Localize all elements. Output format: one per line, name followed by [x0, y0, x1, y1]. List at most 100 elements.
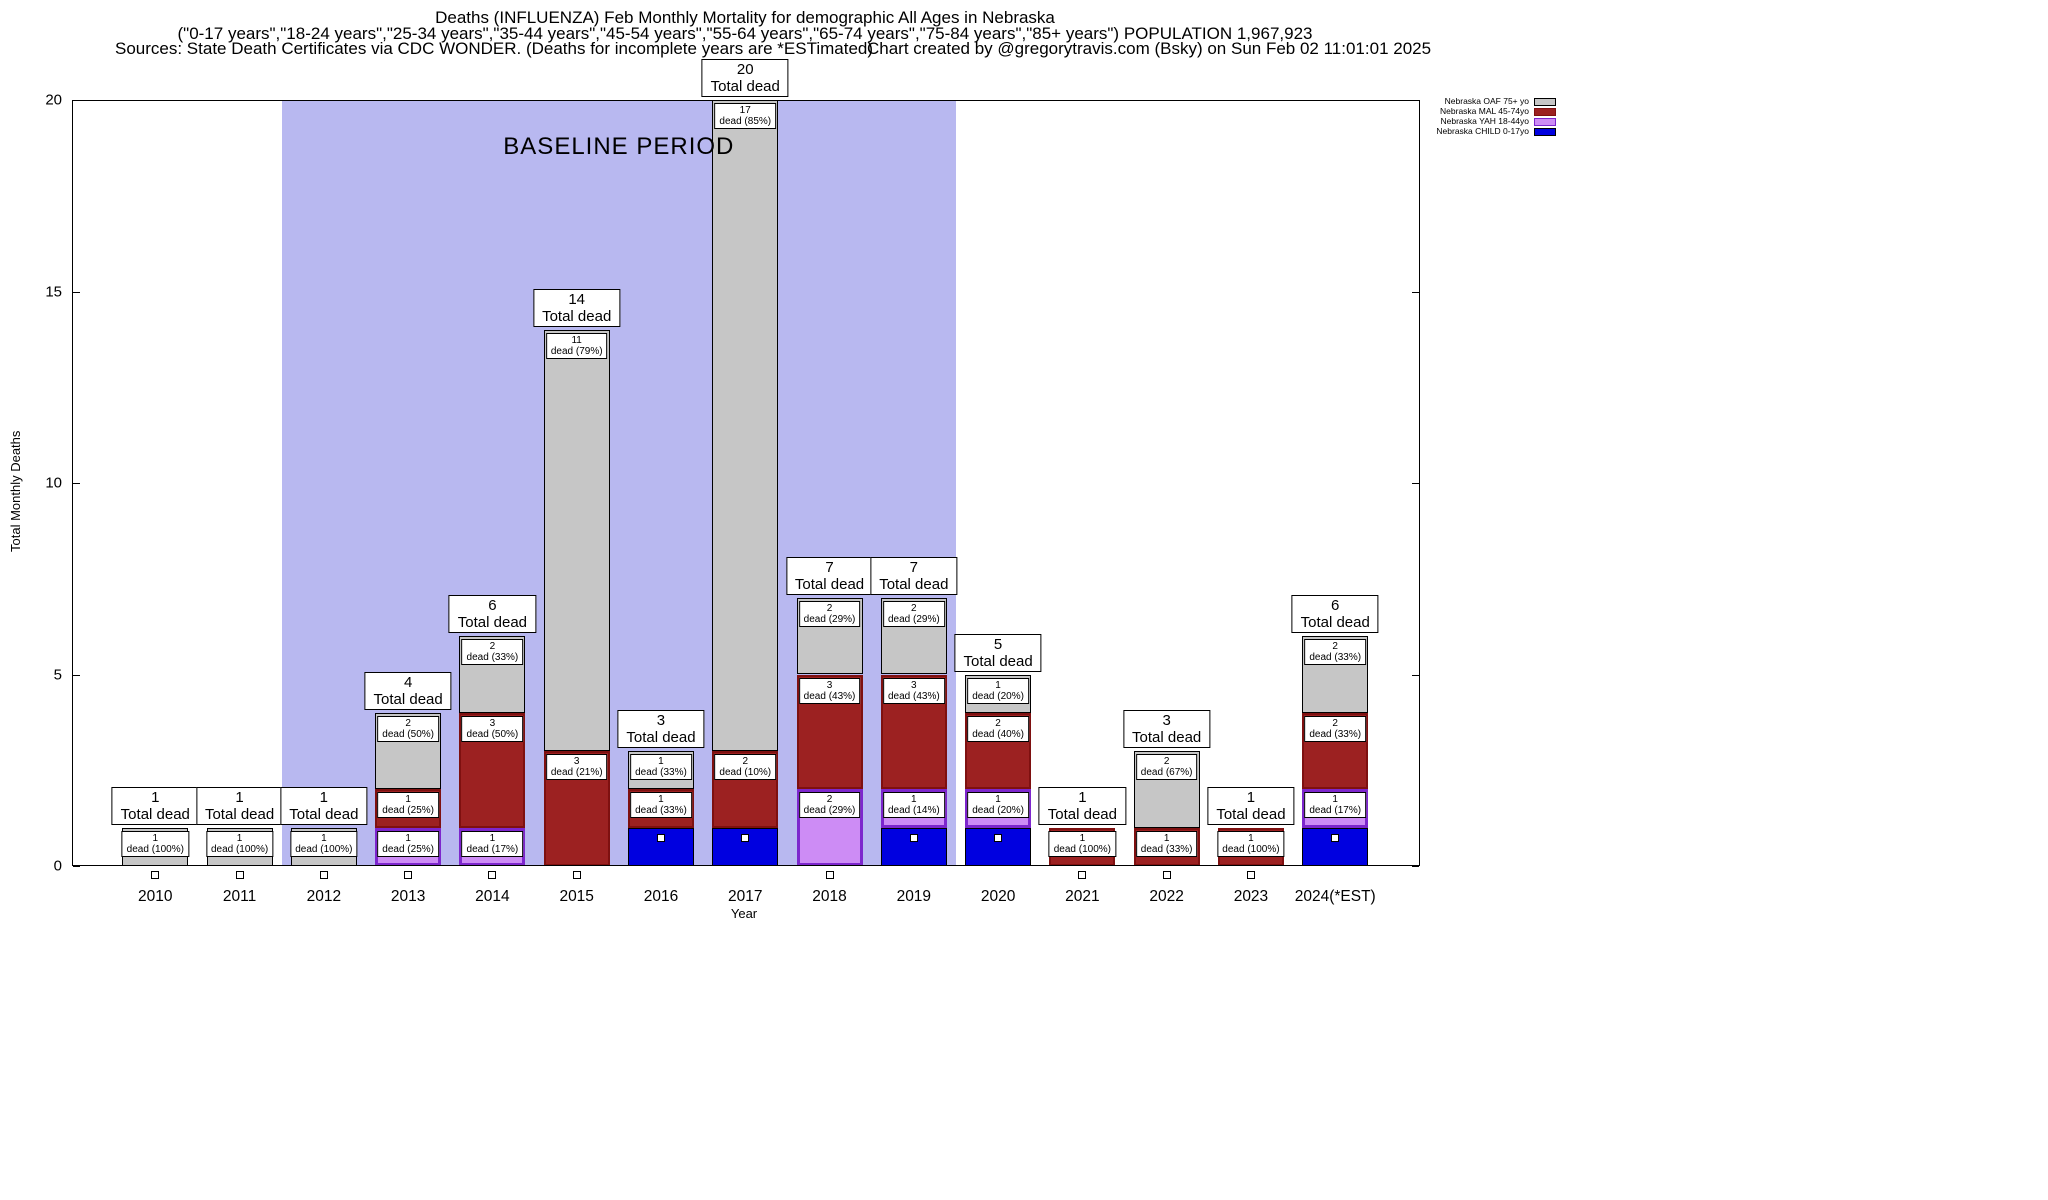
segment-label: 3 dead (50%) — [461, 715, 524, 742]
y-tick-mark-right — [1412, 674, 1419, 676]
segment-label: 1 dead (25%) — [377, 792, 439, 819]
child-marker — [235, 871, 244, 879]
x-tick-label: 2017 — [728, 888, 763, 905]
y-tick-label: 10 — [45, 474, 62, 492]
y-tick-label: 0 — [53, 857, 62, 875]
segment-label: 1 dead (17%) — [461, 830, 524, 857]
child-marker — [319, 871, 328, 879]
segment-label: 2 dead (67%) — [1135, 754, 1198, 781]
total-label: 1 Total dead — [195, 786, 284, 825]
total-label: 3 Total dead — [617, 710, 705, 749]
segment-label: 1 dead (100%) — [205, 830, 274, 857]
x-tick-label: 2013 — [390, 888, 426, 905]
legend-swatch — [1534, 107, 1556, 116]
y-tick-mark — [73, 291, 80, 293]
total-label: 20 Total dead — [701, 59, 789, 97]
child-marker — [825, 871, 834, 879]
segment-label: 1 dead (20%) — [967, 792, 1029, 819]
y-tick-label: 5 — [53, 666, 62, 683]
chart-title-line1: Deaths (INFLUENZA) Feb Monthly Mortality… — [435, 8, 1055, 27]
x-axis-label: Year — [730, 906, 758, 921]
total-label: 1 Total dead — [111, 786, 199, 825]
child-marker — [1162, 871, 1171, 879]
legend-label: Nebraska CHILD 0-17yo — [1436, 126, 1529, 136]
segment-label: 3 dead (21%) — [545, 754, 608, 781]
legend: Nebraska OAF 75+ yo Nebraska MAL 45-74yo N… — [1434, 97, 1556, 137]
y-tick-mark-right — [1412, 100, 1419, 101]
y-tick-mark-right — [1412, 483, 1419, 484]
x-tick-label: 2016 — [643, 888, 679, 905]
legend-item: Nebraska MAL 45-74yo — [1434, 107, 1556, 116]
y-tick-label: 15 — [45, 283, 62, 300]
child-marker — [404, 871, 413, 879]
segment-label: 1 dead (33%) — [630, 754, 692, 781]
bar-segment — [880, 827, 947, 866]
total-label: 5 Total dead — [954, 633, 1042, 672]
x-tick-label: 2020 — [980, 888, 1016, 905]
segment-label: 1 dead (100%) — [1048, 830, 1117, 857]
segment-label: 2 dead (50%) — [377, 715, 439, 742]
segment-label: 2 dead (29%) — [798, 600, 861, 627]
total-label: 7 Total dead — [870, 556, 958, 595]
segment-label: 11 dead (79%) — [545, 332, 608, 359]
x-tick-label: 2023 — [1233, 888, 1269, 905]
y-tick-mark-right — [1412, 291, 1419, 293]
total-label: 7 Total dead — [785, 556, 874, 595]
child-marker — [741, 834, 750, 843]
x-tick-label: 2014 — [475, 888, 510, 905]
x-tick-label: 2024(*EST) — [1294, 888, 1376, 905]
legend-label: Nebraska MAL 45-74yo — [1440, 106, 1529, 116]
segment-label: 1 dead (100%) — [121, 830, 189, 857]
bar-segment — [627, 827, 694, 866]
total-label: 1 Total dead — [280, 786, 368, 825]
legend-item: Nebraska YAH 18-44yo — [1434, 117, 1556, 126]
legend-swatch — [1534, 97, 1556, 106]
child-marker — [488, 871, 497, 879]
child-marker — [1246, 871, 1255, 879]
y-tick-label: 20 — [45, 91, 62, 109]
legend-swatch — [1534, 127, 1556, 136]
segment-label: 2 dead (40%) — [967, 715, 1029, 742]
x-tick-label: 2012 — [306, 888, 342, 905]
bar-segment — [712, 100, 779, 752]
bar-segment — [712, 827, 779, 866]
segment-label: 2 dead (33%) — [1304, 639, 1367, 666]
segment-label: 1 dead (14%) — [882, 792, 945, 819]
segment-label: 1 dead (100%) — [290, 830, 358, 857]
segment-label: 1 dead (25%) — [377, 830, 439, 857]
child-marker — [151, 871, 160, 879]
x-tick-label: 2021 — [1065, 888, 1100, 905]
x-tick-label: 2019 — [896, 888, 932, 905]
y-tick-mark-right — [1412, 866, 1419, 867]
y-tick-mark — [73, 674, 80, 676]
bar-segment — [543, 329, 610, 752]
segment-label: 1 dead (20%) — [967, 677, 1029, 704]
chart-header: Deaths (INFLUENZA) Feb Monthly Mortality… — [0, 8, 1490, 58]
bar-segment — [965, 827, 1032, 866]
legend-item: Nebraska OAF 75+ yo — [1434, 97, 1556, 106]
legend-label: Nebraska YAH 18-44yo — [1440, 116, 1529, 126]
segment-label: 2 dead (33%) — [1304, 715, 1367, 742]
total-label: 1 Total dead — [1038, 786, 1126, 825]
total-label: 4 Total dead — [364, 671, 452, 710]
x-tick-label: 2010 — [138, 888, 173, 905]
x-tick-label: 2011 — [222, 888, 257, 905]
y-tick-mark — [73, 483, 80, 484]
chart-sources-text: Sources: State Death Certificates via CD… — [115, 39, 874, 58]
segment-label: 1 dead (33%) — [1135, 830, 1198, 857]
segment-label: 17 dead (85%) — [714, 103, 777, 129]
segment-label: 1 dead (100%) — [1217, 830, 1285, 857]
segment-label: 2 dead (29%) — [882, 600, 945, 627]
segment-label: 2 dead (10%) — [714, 754, 777, 781]
y-tick-mark — [73, 866, 80, 867]
child-marker — [909, 834, 918, 843]
total-label: 3 Total dead — [1123, 710, 1211, 749]
chart-title-line3: Sources: State Death Certificates via CD… — [0, 39, 1490, 58]
legend-swatch — [1534, 117, 1556, 126]
child-marker — [656, 834, 665, 843]
child-marker — [572, 871, 581, 879]
total-label: 6 Total dead — [1291, 595, 1379, 634]
segment-label: 2 dead (29%) — [798, 792, 861, 819]
segment-label: 3 dead (43%) — [882, 677, 945, 704]
total-label: 14 Total dead — [533, 288, 621, 327]
